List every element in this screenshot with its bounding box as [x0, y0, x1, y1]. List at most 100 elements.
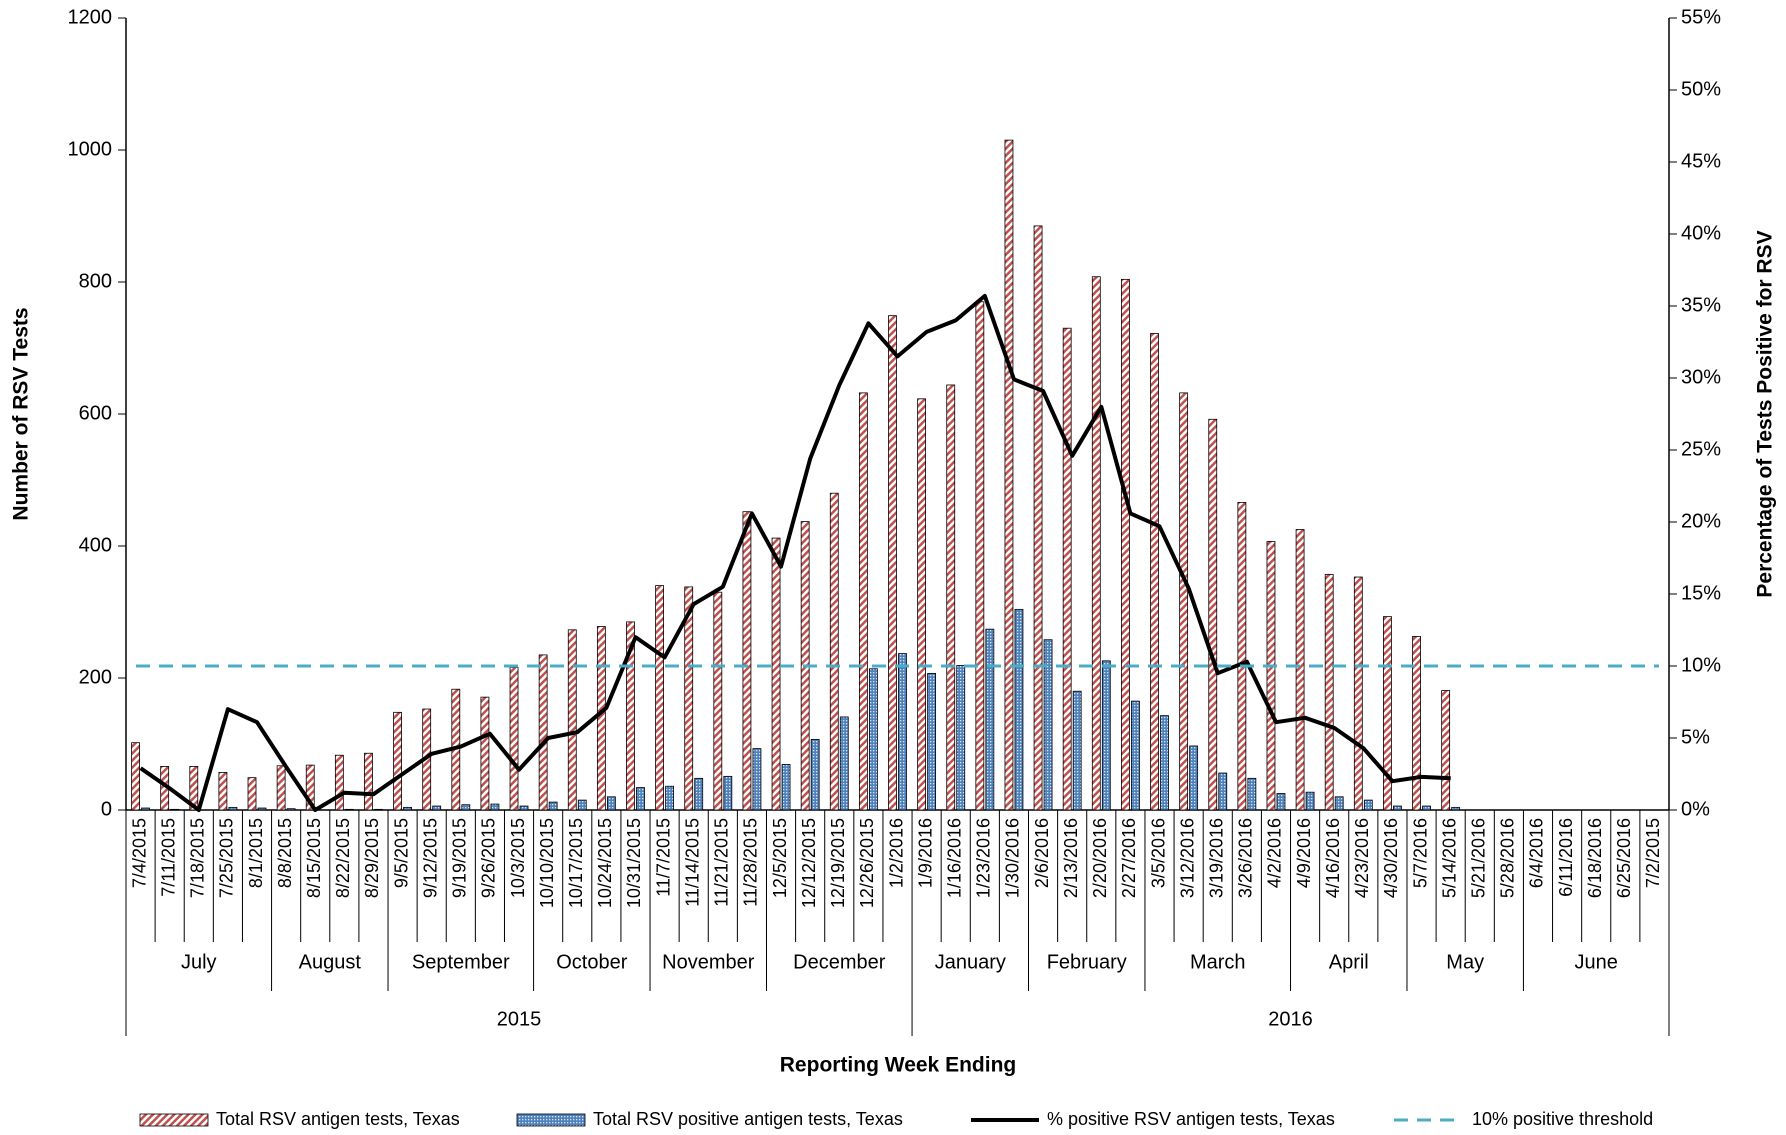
bar	[1014, 608, 1024, 811]
bar	[665, 785, 674, 811]
y-tick-label: 1000	[68, 138, 113, 160]
month-label: November	[662, 951, 755, 973]
bar	[548, 801, 558, 811]
bar	[519, 805, 529, 811]
bar	[364, 752, 373, 811]
bar	[956, 665, 966, 811]
y2-tick-label: 25%	[1681, 438, 1721, 460]
bar	[393, 711, 402, 811]
x-tick-label: 10/3/2015	[508, 818, 528, 898]
bar	[131, 742, 140, 811]
bar	[1150, 333, 1159, 811]
x-tick-label: 12/5/2015	[770, 818, 790, 898]
x-tick-label: 10/10/2015	[537, 818, 557, 908]
bar	[1033, 225, 1043, 811]
legend-label: Total RSV positive antigen tests, Texas	[593, 1109, 903, 1129]
bar	[655, 585, 664, 811]
bar	[509, 667, 519, 811]
legend-swatch	[139, 1113, 209, 1127]
x-tick-label: 6/25/2016	[1614, 818, 1634, 898]
bar	[596, 626, 606, 811]
bar	[247, 777, 257, 811]
x-tick-label: 8/8/2015	[275, 818, 295, 888]
month-label: February	[1047, 951, 1127, 973]
y-axis-title: Number of RSV Tests	[10, 307, 33, 520]
x-tick-label: 9/26/2015	[479, 818, 499, 898]
month-label: July	[181, 951, 217, 973]
month-label: August	[299, 951, 362, 973]
month-label: May	[1446, 951, 1484, 973]
bar	[1208, 418, 1218, 811]
x-tick-label: 3/12/2016	[1177, 818, 1197, 898]
x-tick-label: 7/4/2015	[129, 818, 149, 888]
year-label: 2015	[497, 1008, 542, 1030]
bar	[461, 804, 471, 811]
x-tick-label: 8/15/2015	[304, 818, 324, 898]
bar	[567, 629, 577, 811]
x-tick-label: 2/20/2016	[1090, 818, 1110, 898]
y2-tick-label: 20%	[1681, 510, 1721, 532]
bar	[636, 787, 645, 811]
bar	[1324, 573, 1334, 811]
month-label: March	[1190, 951, 1246, 973]
bar	[1072, 690, 1082, 811]
x-tick-label: 5/28/2016	[1498, 818, 1518, 898]
bar	[577, 799, 587, 811]
x-tick-label: 10/17/2015	[566, 818, 586, 908]
y2-tick-label: 30%	[1681, 366, 1721, 388]
bar	[1121, 278, 1130, 811]
bar	[606, 796, 616, 811]
month-label: September	[412, 951, 510, 973]
bar	[218, 771, 228, 811]
bar	[189, 766, 199, 811]
bar	[1266, 540, 1276, 811]
bar	[1383, 616, 1392, 811]
y2-tick-label: 10%	[1681, 654, 1721, 676]
x-tick-label: 6/4/2016	[1527, 818, 1547, 888]
bar	[305, 764, 315, 811]
bar	[868, 668, 878, 811]
bar	[1189, 745, 1199, 811]
bar	[1393, 805, 1402, 811]
bar	[858, 392, 868, 811]
bar	[432, 805, 442, 811]
x-tick-label: 6/11/2016	[1556, 818, 1576, 897]
bar	[742, 511, 752, 811]
x-tick-label: 1/30/2016	[1003, 818, 1023, 898]
y2-tick-label: 40%	[1681, 222, 1721, 244]
y2-tick-label: 0%	[1681, 798, 1710, 820]
bar	[141, 807, 150, 811]
x-tick-label: 9/12/2015	[420, 818, 440, 898]
bar	[1451, 806, 1461, 811]
x-tick-label: 9/5/2015	[391, 818, 411, 888]
month-label: October	[556, 951, 627, 973]
x-tick-label: 11/14/2015	[682, 818, 702, 907]
x-tick-label: 4/23/2016	[1352, 818, 1372, 898]
bar	[334, 754, 344, 811]
x-axis-title: Reporting Week Ending	[780, 1054, 1016, 1077]
legend-label: % positive RSV antigen tests, Texas	[1047, 1109, 1335, 1129]
y2-tick-label: 45%	[1681, 150, 1721, 172]
month-label: April	[1329, 951, 1369, 973]
y-tick-label: 200	[79, 666, 112, 688]
bar	[781, 764, 791, 811]
x-tick-label: 4/16/2016	[1323, 818, 1343, 898]
bar	[975, 301, 985, 811]
bar	[257, 807, 267, 811]
bar	[723, 775, 733, 811]
month-label: December	[793, 951, 886, 973]
x-tick-label: 1/16/2016	[944, 818, 964, 898]
bar	[985, 628, 995, 811]
x-tick-label: 12/12/2015	[799, 818, 819, 908]
y2-tick-label: 15%	[1681, 582, 1721, 604]
x-tick-label: 4/9/2016	[1294, 818, 1314, 888]
bar	[490, 803, 500, 811]
bar	[538, 654, 548, 811]
x-tick-label: 7/11/2015	[158, 818, 178, 897]
bar	[713, 591, 723, 811]
bar	[1363, 799, 1373, 811]
bar	[771, 537, 781, 811]
x-tick-label: 3/26/2016	[1236, 818, 1256, 898]
bar	[946, 384, 956, 811]
